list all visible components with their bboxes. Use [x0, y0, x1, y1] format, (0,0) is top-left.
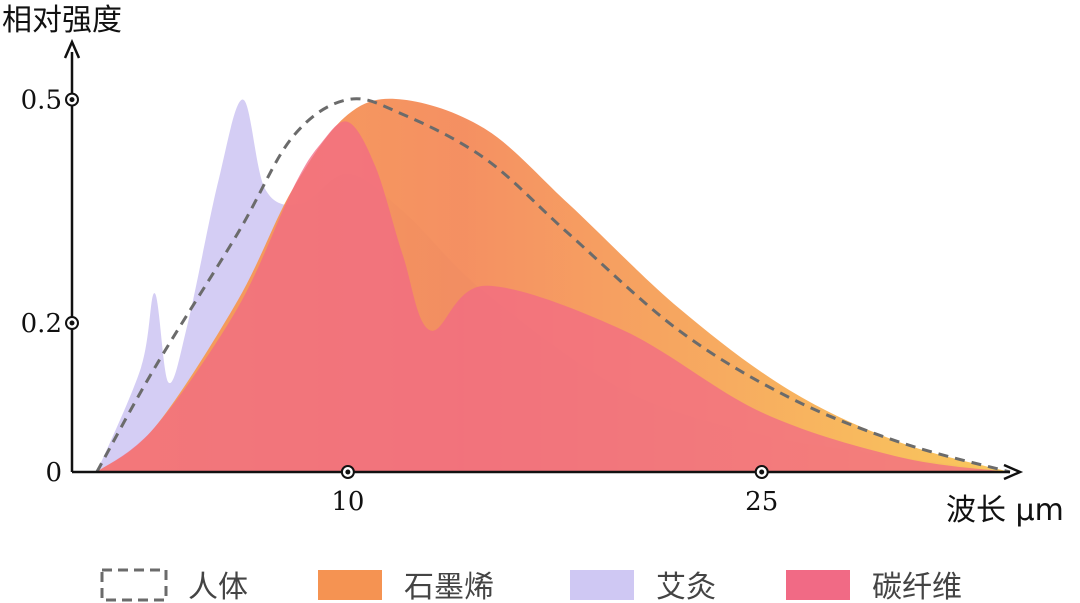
y-axis-arrow-icon [63, 38, 81, 59]
x-tick-marker-25-dot [759, 469, 765, 475]
y-tick-label: 0.2 [21, 309, 62, 339]
x-axis-title: 波长 μm [946, 493, 1064, 528]
legend-label-graphene: 石墨烯 [404, 570, 494, 603]
y-tick-label: 0.5 [21, 86, 62, 116]
legend: 人体 石墨烯 艾灸 碳纤维 [100, 568, 962, 603]
x-tick-label: 10 [331, 487, 364, 517]
series-layer [95, 97, 1011, 474]
legend-swatch-human [100, 568, 168, 602]
series-human [95, 97, 1011, 474]
ticks-layer: 0 0.2 0.5 10 25 [21, 86, 779, 517]
y-tick-marker-0.5-dot [69, 97, 75, 103]
y-tick-label: 0 [45, 458, 62, 488]
legend-swatch-carbon-fiber [786, 570, 850, 600]
y-axis-title: 相对强度 [2, 3, 122, 38]
legend-label-carbon-fiber: 碳纤维 [872, 570, 962, 603]
x-tick-marker-10-dot [345, 469, 351, 475]
legend-label-human: 人体 [188, 570, 248, 603]
legend-swatch-graphene [318, 570, 382, 600]
legend-label-moxa: 艾灸 [656, 570, 716, 603]
series-carbon-fiber [96, 121, 1011, 473]
x-axis-arrow-icon [1003, 463, 1024, 481]
y-tick-marker-0.2-dot [69, 320, 75, 326]
legend-swatch-moxa [570, 570, 634, 600]
x-tick-label: 25 [745, 487, 778, 517]
